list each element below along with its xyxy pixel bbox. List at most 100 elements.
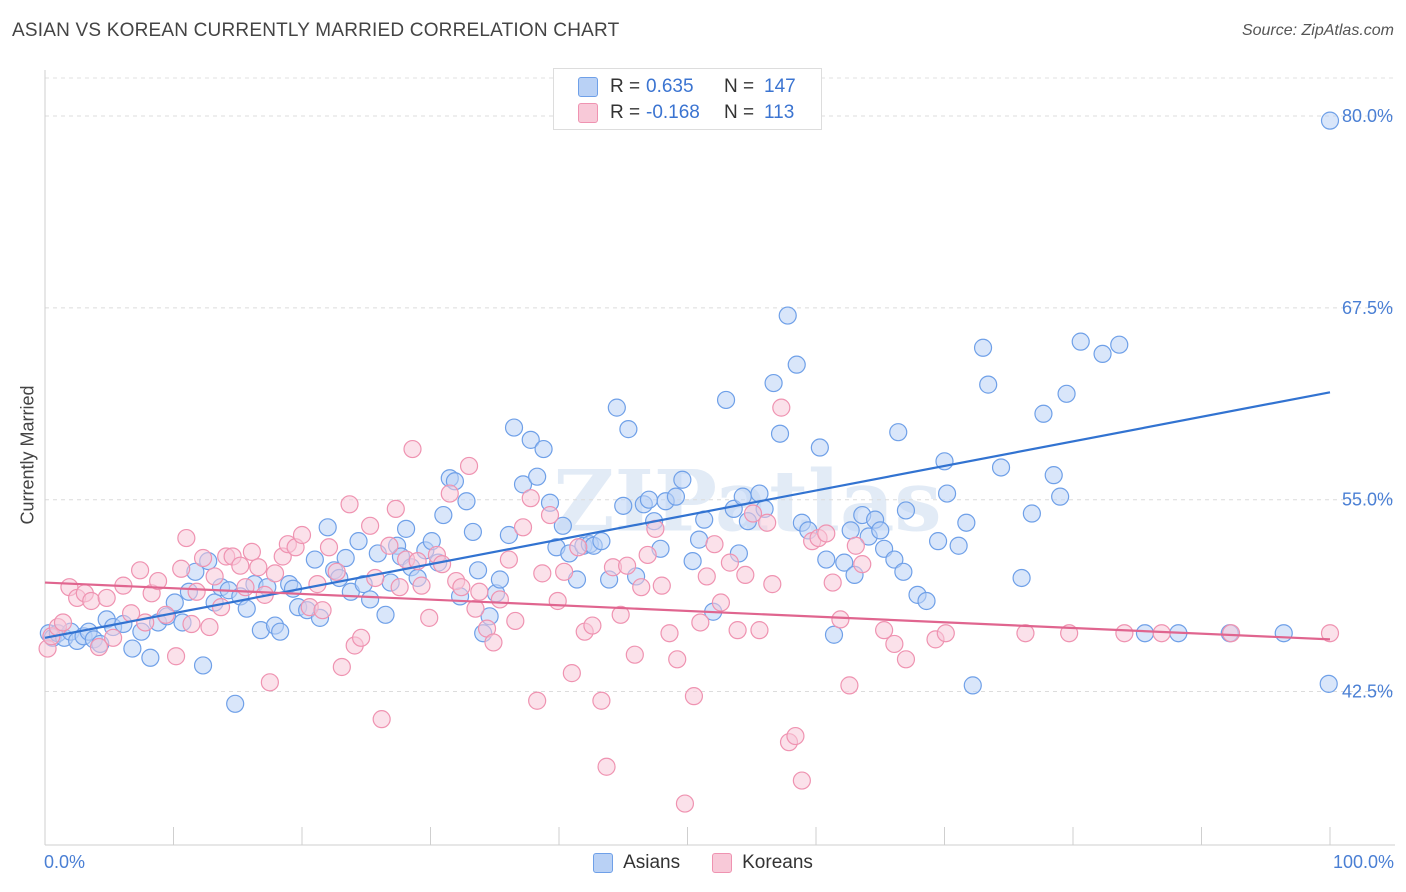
x-tick-max: 100.0% — [1332, 852, 1394, 872]
asians-point — [141, 648, 160, 667]
n-value: 147 — [764, 76, 796, 97]
y-tick-label: 55.0% — [1342, 490, 1393, 510]
asians-point — [871, 521, 890, 540]
legend-label-asians: Asians — [623, 852, 681, 873]
legend-item-koreans[interactable]: Koreans — [712, 852, 813, 874]
koreans-swatch — [578, 103, 598, 123]
koreans-point — [618, 556, 637, 575]
koreans-trend-line — [44, 581, 1331, 641]
asians-point — [979, 375, 998, 394]
koreans-point — [211, 598, 231, 617]
asians-point — [361, 590, 380, 609]
koreans-point — [148, 571, 168, 591]
koreans-point — [597, 757, 616, 776]
koreans-point — [750, 621, 769, 640]
asians-point — [463, 522, 483, 542]
koreans-point — [89, 637, 109, 657]
asians-point — [1093, 344, 1112, 364]
asians-point — [991, 458, 1011, 477]
asians-point — [937, 484, 957, 503]
asians-point — [716, 390, 736, 410]
series-legend: Asians Koreans — [0, 852, 1406, 874]
asians-point — [619, 420, 638, 439]
asians-point — [1012, 568, 1031, 588]
koreans-point — [420, 608, 439, 627]
asians-point — [504, 418, 524, 437]
stats-row-asians: R = 0.635 N = 147 — [578, 74, 796, 100]
asians-point — [1071, 332, 1090, 351]
asians-point — [885, 550, 904, 569]
koreans-point — [936, 624, 955, 643]
koreans-point — [875, 621, 894, 640]
n-label: N = — [724, 76, 755, 97]
asians-point — [396, 519, 416, 538]
asians-point — [592, 532, 611, 551]
asians-point — [824, 625, 844, 644]
asians-swatch — [578, 77, 598, 97]
koreans-point — [459, 456, 479, 476]
koreans-point — [313, 601, 332, 620]
koreans-point — [840, 676, 859, 695]
koreans-point — [403, 439, 422, 459]
koreans-point — [632, 578, 651, 597]
asians-point — [957, 513, 976, 532]
koreans-point — [611, 605, 630, 624]
asians-point — [305, 550, 324, 569]
stats-row-koreans: R = -0.168 N = 113 — [578, 100, 794, 126]
asians-point — [841, 521, 860, 540]
asians-point — [237, 599, 256, 618]
koreans-point — [166, 647, 186, 666]
koreans-point — [1016, 624, 1035, 643]
koreans-point — [372, 710, 391, 729]
koreans-point — [506, 611, 525, 631]
asians-point — [271, 622, 290, 641]
koreans-point — [817, 524, 836, 543]
koreans-point — [705, 535, 724, 554]
koreans-point — [249, 558, 268, 577]
n-label: N = — [724, 102, 755, 123]
koreans-point — [697, 567, 716, 586]
koreans-point — [104, 628, 123, 647]
koreans-point — [332, 657, 351, 677]
koreans-point — [231, 556, 250, 575]
koreans-point — [470, 582, 489, 601]
koreans-point — [386, 499, 405, 519]
r-value: -0.168 — [646, 102, 700, 123]
koreans-point — [638, 545, 657, 565]
koreans-point — [412, 576, 431, 595]
asians-point — [1022, 504, 1041, 523]
koreans-point — [548, 591, 567, 611]
asians-point — [376, 605, 395, 624]
asians-point — [513, 475, 533, 494]
koreans-point — [569, 538, 588, 557]
legend-item-asians[interactable]: Asians — [593, 852, 680, 874]
koreans-point — [193, 548, 213, 568]
koreans-point — [182, 614, 201, 634]
asians-point — [553, 516, 572, 535]
asians-swatch — [593, 853, 614, 873]
asians-point — [1051, 487, 1070, 506]
y-tick-label: 42.5% — [1342, 682, 1393, 702]
koreans-point — [521, 489, 540, 508]
koreans-point — [533, 564, 552, 583]
asians-point — [534, 439, 553, 459]
koreans-point — [200, 617, 219, 637]
asians-trend-line — [44, 391, 1331, 639]
koreans-point — [452, 578, 471, 597]
koreans-point — [772, 398, 791, 417]
source-label: Source: ZipAtlas.com — [1241, 22, 1394, 39]
asians-point — [928, 532, 948, 551]
asians-point — [973, 338, 993, 357]
koreans-point — [292, 525, 312, 545]
asians-point — [1135, 624, 1155, 643]
asians-point — [764, 373, 783, 393]
koreans-point — [625, 645, 644, 664]
asians-point — [894, 562, 913, 581]
koreans-point — [352, 628, 371, 647]
asians-point — [889, 423, 908, 442]
koreans-point — [390, 578, 409, 597]
koreans-swatch — [712, 853, 733, 873]
koreans-point — [555, 562, 574, 581]
koreans-point — [340, 495, 359, 514]
